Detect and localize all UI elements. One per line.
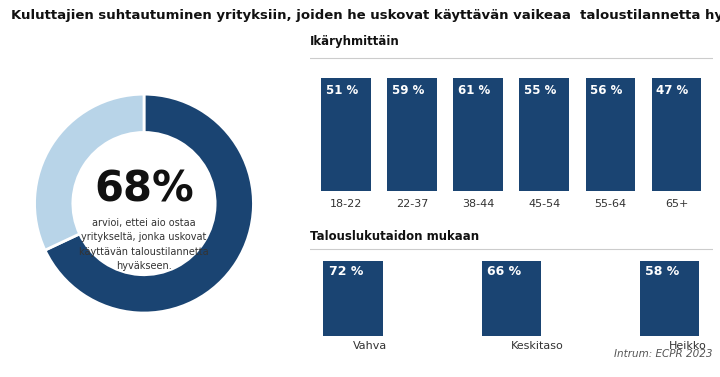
Text: 65+: 65+ xyxy=(665,199,688,209)
Text: 59 %: 59 % xyxy=(392,84,424,97)
FancyBboxPatch shape xyxy=(519,78,569,191)
FancyBboxPatch shape xyxy=(482,261,541,336)
Text: 22-37: 22-37 xyxy=(396,199,428,209)
FancyBboxPatch shape xyxy=(585,78,635,191)
Text: Keskitaso: Keskitaso xyxy=(511,341,564,351)
Text: 72 %: 72 % xyxy=(329,265,364,278)
FancyBboxPatch shape xyxy=(387,78,437,191)
Text: Intrum: ECPR 2023: Intrum: ECPR 2023 xyxy=(614,349,713,359)
Text: 68%: 68% xyxy=(94,169,194,210)
Text: Talouslukutaidon mukaan: Talouslukutaidon mukaan xyxy=(310,230,479,243)
Text: 55-64: 55-64 xyxy=(594,199,626,209)
Text: 18-22: 18-22 xyxy=(330,199,362,209)
Text: 56 %: 56 % xyxy=(590,84,623,97)
FancyBboxPatch shape xyxy=(321,78,371,191)
Text: Heikko: Heikko xyxy=(670,341,707,351)
Text: 47 %: 47 % xyxy=(657,84,688,97)
Text: Vahva: Vahva xyxy=(353,341,387,351)
Text: 66 %: 66 % xyxy=(487,265,521,278)
Text: 45-54: 45-54 xyxy=(528,199,560,209)
FancyBboxPatch shape xyxy=(454,78,503,191)
Text: 38-44: 38-44 xyxy=(462,199,495,209)
Wedge shape xyxy=(35,94,144,250)
Text: 55 %: 55 % xyxy=(524,84,557,97)
Text: 58 %: 58 % xyxy=(645,265,680,278)
Text: 51 %: 51 % xyxy=(325,84,358,97)
Text: Ikäryhmittäin: Ikäryhmittäin xyxy=(310,35,400,49)
Wedge shape xyxy=(45,94,253,313)
Text: 61 %: 61 % xyxy=(458,84,490,97)
FancyBboxPatch shape xyxy=(323,261,383,336)
FancyBboxPatch shape xyxy=(639,261,699,336)
Text: arvioi, ettei aio ostaa
yritykseltä, jonka uskovat
käyttävän taloustilannetta
hy: arvioi, ettei aio ostaa yritykseltä, jon… xyxy=(79,218,209,271)
Text: Kuluttajien suhtautuminen yrityksiin, joiden he uskovat käyttävän vaikeaa  talou: Kuluttajien suhtautuminen yrityksiin, jo… xyxy=(11,9,720,22)
FancyBboxPatch shape xyxy=(652,78,701,191)
